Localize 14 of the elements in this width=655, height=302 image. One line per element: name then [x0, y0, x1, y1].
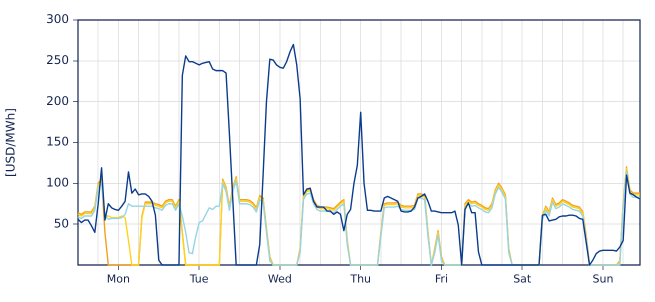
x-tick-label: Mon — [106, 272, 130, 286]
y-tick-label: 50 — [54, 216, 69, 230]
x-tick-label: Sun — [592, 272, 614, 286]
y-tick-label: 150 — [46, 134, 69, 149]
x-tick-label: Fri — [434, 272, 448, 286]
x-tick-label: Thu — [349, 272, 372, 286]
x-tick-label: Sat — [513, 272, 532, 286]
x-tick-label: Wed — [268, 272, 292, 286]
x-tick-label: Tue — [188, 272, 209, 286]
y-tick-label: 100 — [46, 175, 69, 190]
y-tick-label: 250 — [46, 52, 69, 67]
y-tick-label: 300 — [46, 12, 69, 26]
y-tick-label: 200 — [46, 94, 69, 108]
y-axis-title: [USD/MWh] — [3, 108, 18, 177]
